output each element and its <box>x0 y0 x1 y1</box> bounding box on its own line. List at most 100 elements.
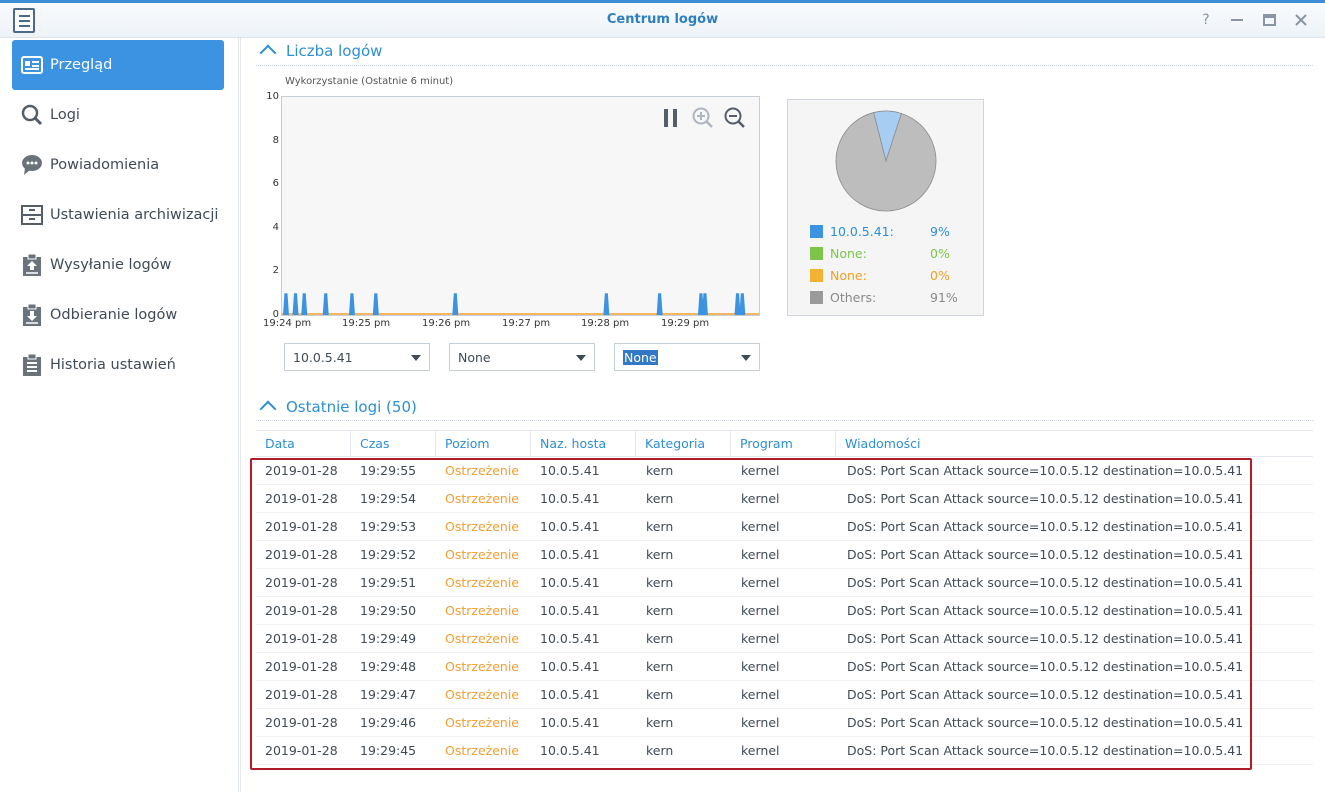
recent-logs-section-toggle[interactable]: Ostatnie logi (50) <box>259 396 417 418</box>
column-header-level[interactable]: Poziom <box>436 431 531 457</box>
sidebar-item-label: Wysyłanie logów <box>50 257 172 273</box>
sidebar-item-notifications[interactable]: Powiadomienia <box>12 140 224 190</box>
column-header-hostname[interactable]: Naz. hosta <box>531 431 636 457</box>
table-row[interactable]: 2019-01-28 19:29:48 Ostrzeżenie 10.0.5.41 ke… <box>256 653 1313 681</box>
cell-date: 2019-01-28 <box>265 491 338 506</box>
sidebar-item-label: Odbieranie logów <box>50 307 178 323</box>
cell-category: kern <box>646 547 674 562</box>
table-row[interactable]: 2019-01-28 19:29:54 Ostrzeżenie 10.0.5.41 ke… <box>256 485 1313 513</box>
legend-value: 91% <box>930 289 958 305</box>
x-tick-label: 19:25 pm <box>342 318 391 329</box>
cell-date: 2019-01-28 <box>265 631 338 646</box>
close-icon[interactable] <box>1290 9 1312 31</box>
cell-category: kern <box>646 687 674 702</box>
cell-time: 19:29:49 <box>360 631 417 646</box>
legend-item: 10.0.5.41: 9% <box>810 223 970 239</box>
cell-time: 19:29:46 <box>360 715 417 730</box>
cell-program: kernel <box>741 603 780 618</box>
cell-message: DoS: Port Scan Attack source=10.0.5.12 d… <box>847 463 1244 478</box>
legend-value: 9% <box>930 223 950 239</box>
table-row[interactable]: 2019-01-28 19:29:49 Ostrzeżenie 10.0.5.41 ke… <box>256 625 1313 653</box>
cell-time: 19:29:48 <box>360 659 417 674</box>
column-header-date[interactable]: Data <box>256 431 351 457</box>
sidebar-item-overview[interactable]: Przegląd <box>12 40 224 90</box>
table-row[interactable]: 2019-01-28 19:29:52 Ostrzeżenie 10.0.5.41 ke… <box>256 541 1313 569</box>
cell-hostname: 10.0.5.41 <box>540 519 600 534</box>
sidebar-item-settings-history[interactable]: Historia ustawień <box>12 340 224 390</box>
host-select-1[interactable]: 10.0.5.41 <box>284 343 430 371</box>
sidebar-item-label: Przegląd <box>50 57 113 73</box>
cell-level: Ostrzeżenie <box>445 631 519 646</box>
table-row[interactable]: 2019-01-28 19:29:53 Ostrzeżenie 10.0.5.41 ke… <box>256 513 1313 541</box>
legend-swatch <box>810 290 823 304</box>
host-select-3[interactable]: None <box>614 343 760 371</box>
usage-spike <box>301 293 308 315</box>
cell-hostname: 10.0.5.41 <box>540 463 600 478</box>
cell-level: Ostrzeżenie <box>445 659 519 674</box>
section-title: Ostatnie logi (50) <box>286 398 417 416</box>
cell-date: 2019-01-28 <box>265 687 338 702</box>
cell-level: Ostrzeżenie <box>445 575 519 590</box>
cell-program: kernel <box>741 659 780 674</box>
legend-item: Others: 91% <box>810 289 970 305</box>
cell-hostname: 10.0.5.41 <box>540 575 600 590</box>
column-header-program[interactable]: Program <box>731 431 836 457</box>
log-count-section-toggle[interactable]: Liczba logów <box>259 40 382 62</box>
log-center-app-icon <box>13 8 35 33</box>
cell-level: Ostrzeżenie <box>445 687 519 702</box>
cell-message: DoS: Port Scan Attack source=10.0.5.12 d… <box>847 659 1244 674</box>
cell-message: DoS: Port Scan Attack source=10.0.5.12 d… <box>847 743 1244 758</box>
cell-hostname: 10.0.5.41 <box>540 743 600 758</box>
cell-message: DoS: Port Scan Attack source=10.0.5.12 d… <box>847 687 1244 702</box>
cell-time: 19:29:55 <box>360 463 417 478</box>
zoom-out-icon[interactable] <box>724 107 746 129</box>
table-row[interactable]: 2019-01-28 19:29:50 Ostrzeżenie 10.0.5.41 ke… <box>256 597 1313 625</box>
section-divider <box>256 65 1313 66</box>
maximize-icon[interactable] <box>1258 9 1280 31</box>
sidebar-item-logs[interactable]: Logi <box>12 90 224 140</box>
table-row[interactable]: 2019-01-28 19:29:55 Ostrzeżenie 10.0.5.41 ke… <box>256 457 1313 485</box>
minimize-icon[interactable] <box>1226 9 1248 31</box>
host-select-2[interactable]: None <box>449 343 595 371</box>
pie-slice <box>835 112 937 212</box>
usage-spike <box>282 293 289 315</box>
y-tick-label: 6 <box>272 178 279 189</box>
speech-bubble-icon <box>20 153 44 177</box>
cell-category: kern <box>646 575 674 590</box>
usage-spike <box>603 293 610 315</box>
help-icon[interactable]: ? <box>1202 12 1210 28</box>
cell-level: Ostrzeżenie <box>445 491 519 506</box>
column-header-messages[interactable]: Wiadomości <box>845 436 921 451</box>
sidebar-item-label: Logi <box>50 107 80 123</box>
cell-hostname: 10.0.5.41 <box>540 547 600 562</box>
sidebar-item-log-receiving[interactable]: Odbieranie logów <box>12 290 224 340</box>
overview-card-icon <box>20 53 44 77</box>
sidebar: Przegląd Logi Powiadomienia Ustawienia a… <box>0 38 239 792</box>
usage-spike <box>322 293 329 315</box>
table-row[interactable]: 2019-01-28 19:29:46 Ostrzeżenie 10.0.5.41 ke… <box>256 709 1313 737</box>
cell-program: kernel <box>741 687 780 702</box>
cell-level: Ostrzeżenie <box>445 547 519 562</box>
pause-icon[interactable] <box>660 107 682 129</box>
table-row[interactable]: 2019-01-28 19:29:45 Ostrzeżenie 10.0.5.41 ke… <box>256 737 1313 765</box>
table-row[interactable]: 2019-01-28 19:29:47 Ostrzeżenie 10.0.5.41 ke… <box>256 681 1313 709</box>
legend-label: None: <box>830 245 867 261</box>
cell-date: 2019-01-28 <box>265 519 338 534</box>
archive-drawer-icon <box>20 203 44 227</box>
usage-chart-plot <box>282 293 759 315</box>
column-header-category[interactable]: Kategoria <box>636 431 731 457</box>
clipboard-list-icon <box>20 353 44 377</box>
cell-time: 19:29:45 <box>360 743 417 758</box>
y-tick-label: 2 <box>272 265 279 276</box>
sidebar-item-log-sending[interactable]: Wysyłanie logów <box>12 240 224 290</box>
dropdown-arrow-icon <box>576 355 586 361</box>
table-row[interactable]: 2019-01-28 19:29:51 Ostrzeżenie 10.0.5.41 ke… <box>256 569 1313 597</box>
sidebar-divider <box>240 38 241 792</box>
cell-category: kern <box>646 463 674 478</box>
sidebar-item-archive-settings[interactable]: Ustawienia archiwizacji <box>12 190 224 240</box>
cell-level: Ostrzeżenie <box>445 743 519 758</box>
zoom-in-icon[interactable] <box>692 107 714 129</box>
column-header-time[interactable]: Czas <box>351 431 436 457</box>
chart-caption: Wykorzystanie (Ostatnie 6 minut) <box>285 76 454 87</box>
cell-time: 19:29:53 <box>360 519 417 534</box>
